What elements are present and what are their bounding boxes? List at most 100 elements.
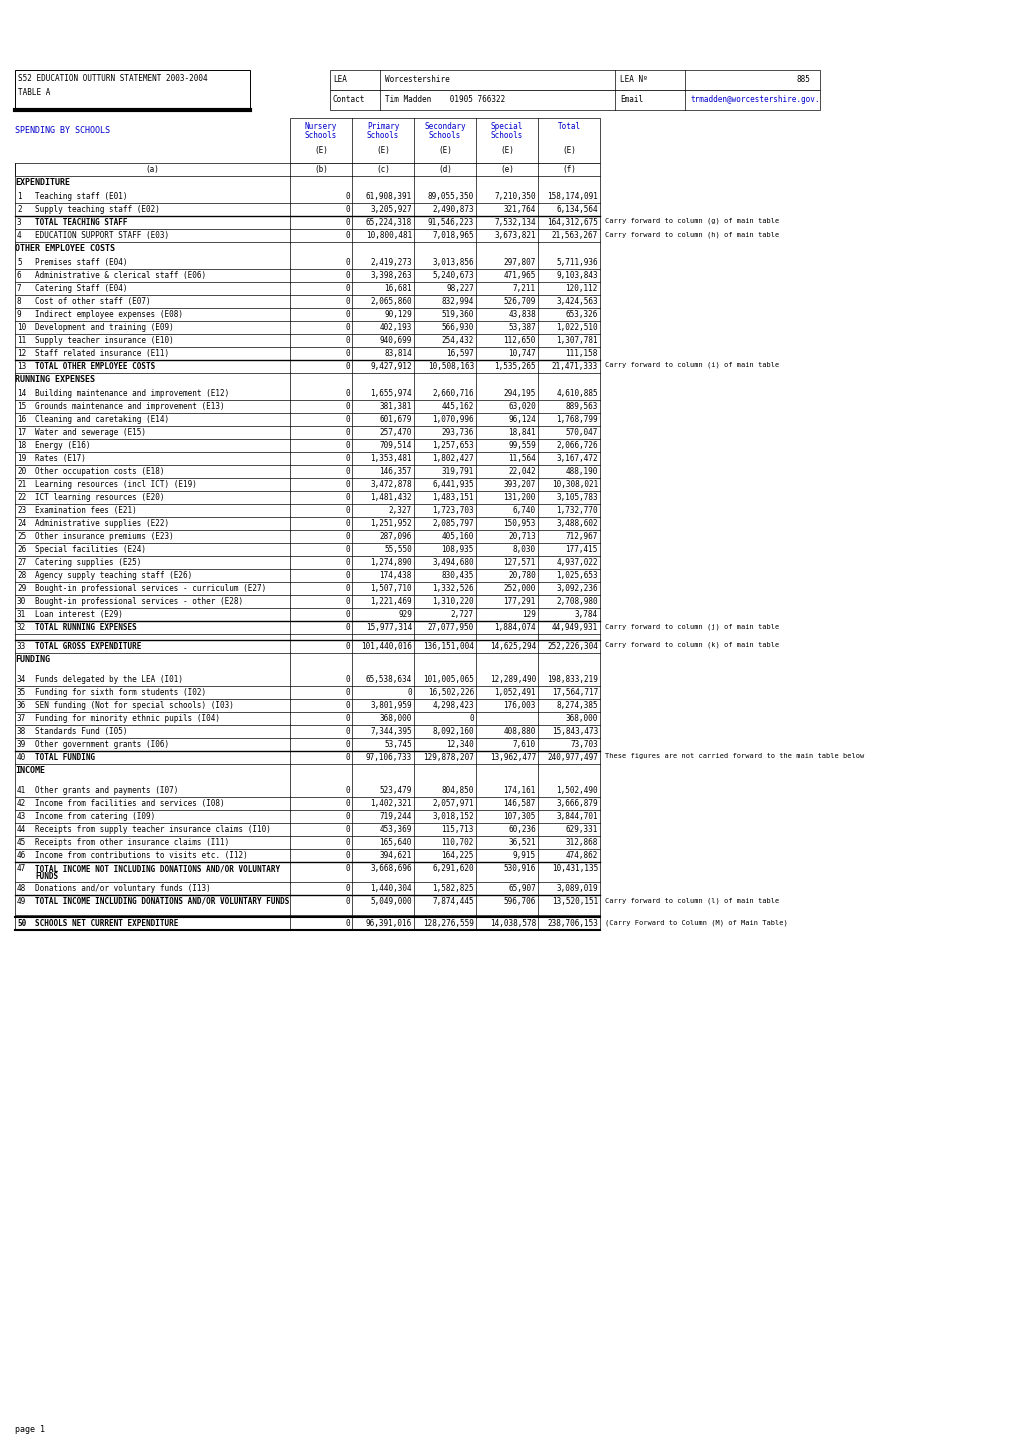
Text: 3,089,019: 3,089,019	[555, 885, 597, 893]
Text: 0: 0	[345, 727, 350, 736]
Text: 3,494,680: 3,494,680	[432, 558, 474, 567]
Text: 11: 11	[17, 336, 26, 345]
Text: 164,225: 164,225	[441, 851, 474, 860]
Text: 0: 0	[345, 205, 350, 214]
Text: (a): (a)	[145, 165, 159, 175]
Text: 150,953: 150,953	[503, 519, 535, 528]
Text: Income from facilities and services (I08): Income from facilities and services (I08…	[35, 799, 224, 808]
Text: 9,427,912: 9,427,912	[370, 362, 412, 371]
Text: 44,949,931: 44,949,931	[551, 623, 597, 632]
Text: 13,962,477: 13,962,477	[489, 753, 535, 762]
Text: 45: 45	[17, 838, 26, 847]
Text: Funding for minority ethnic pupils (I04): Funding for minority ethnic pupils (I04)	[35, 714, 220, 723]
Text: 1,802,427: 1,802,427	[432, 455, 474, 463]
Text: 146,357: 146,357	[379, 468, 412, 476]
Text: 55,550: 55,550	[384, 545, 412, 554]
Text: EDUCATION SUPPORT STAFF (E03): EDUCATION SUPPORT STAFF (E03)	[35, 231, 169, 240]
Text: 7,211: 7,211	[513, 284, 535, 293]
Text: 3,673,821: 3,673,821	[494, 231, 535, 240]
Text: 1,507,710: 1,507,710	[370, 584, 412, 593]
Text: 6,740: 6,740	[513, 506, 535, 515]
Text: 526,709: 526,709	[503, 297, 535, 306]
Text: 8,274,385: 8,274,385	[555, 701, 597, 710]
Text: 1,257,653: 1,257,653	[432, 442, 474, 450]
Text: Email: Email	[620, 95, 643, 104]
Text: 1,070,996: 1,070,996	[432, 416, 474, 424]
Text: 2,057,971: 2,057,971	[432, 799, 474, 808]
Text: 177,291: 177,291	[503, 597, 535, 606]
Text: 0: 0	[345, 192, 350, 201]
Text: 0: 0	[345, 455, 350, 463]
Text: 40: 40	[17, 753, 26, 762]
Text: 408,880: 408,880	[503, 727, 535, 736]
Text: 129,878,207: 129,878,207	[423, 753, 474, 762]
Text: 34: 34	[17, 675, 26, 684]
Text: 0: 0	[345, 403, 350, 411]
Text: 53,745: 53,745	[384, 740, 412, 749]
Text: Primary: Primary	[367, 123, 398, 131]
Text: 3,398,263: 3,398,263	[370, 271, 412, 280]
Text: 3: 3	[17, 218, 21, 227]
Text: 10,747: 10,747	[507, 349, 535, 358]
Text: 1,022,510: 1,022,510	[555, 323, 597, 332]
Text: 1,307,781: 1,307,781	[555, 336, 597, 345]
Text: Tim Madden    01905 766322: Tim Madden 01905 766322	[384, 95, 504, 104]
Text: 0: 0	[345, 468, 350, 476]
Text: 0: 0	[345, 271, 350, 280]
Text: 96,391,016: 96,391,016	[366, 919, 412, 928]
Text: 15,843,473: 15,843,473	[551, 727, 597, 736]
Text: (E): (E)	[376, 146, 389, 154]
Text: 65,538,634: 65,538,634	[366, 675, 412, 684]
Text: 530,916: 530,916	[503, 864, 535, 873]
Text: 929: 929	[397, 610, 412, 619]
Text: 0: 0	[345, 740, 350, 749]
Text: 16,597: 16,597	[446, 349, 474, 358]
Text: 89,055,350: 89,055,350	[427, 192, 474, 201]
Text: Other occupation costs (E18): Other occupation costs (E18)	[35, 468, 164, 476]
Text: 44: 44	[17, 825, 26, 834]
Text: ICT learning resources (E20): ICT learning resources (E20)	[35, 494, 164, 502]
Text: 14,038,578: 14,038,578	[489, 919, 535, 928]
Text: 519,360: 519,360	[441, 310, 474, 319]
Text: 8,092,160: 8,092,160	[432, 727, 474, 736]
Text: 61,908,391: 61,908,391	[366, 192, 412, 201]
Text: Receipts from other insurance claims (I11): Receipts from other insurance claims (I1…	[35, 838, 229, 847]
Text: (c): (c)	[376, 165, 389, 175]
Text: 0: 0	[345, 825, 350, 834]
Text: Other grants and payments (I07): Other grants and payments (I07)	[35, 786, 178, 795]
Text: (b): (b)	[314, 165, 328, 175]
Text: TOTAL TEACHING STAFF: TOTAL TEACHING STAFF	[35, 218, 127, 227]
Text: 0: 0	[345, 494, 350, 502]
Text: Administrative & clerical staff (E06): Administrative & clerical staff (E06)	[35, 271, 206, 280]
Text: 0: 0	[345, 258, 350, 267]
Text: 115,713: 115,713	[441, 825, 474, 834]
Text: 0: 0	[345, 297, 350, 306]
Text: Premises staff (E04): Premises staff (E04)	[35, 258, 127, 267]
Text: 1,353,481: 1,353,481	[370, 455, 412, 463]
Text: 5: 5	[17, 258, 21, 267]
Text: 1,535,265: 1,535,265	[494, 362, 535, 371]
Text: Teaching staff (E01): Teaching staff (E01)	[35, 192, 127, 201]
Text: Schools: Schools	[490, 131, 523, 140]
Text: 4: 4	[17, 231, 21, 240]
Text: (E): (E)	[561, 146, 576, 154]
Text: 6: 6	[17, 271, 21, 280]
Text: Schools: Schools	[305, 131, 337, 140]
Text: 1,481,432: 1,481,432	[370, 494, 412, 502]
Text: 43,838: 43,838	[507, 310, 535, 319]
Text: 165,640: 165,640	[379, 838, 412, 847]
Text: 252,000: 252,000	[503, 584, 535, 593]
Text: 131,200: 131,200	[503, 494, 535, 502]
Text: 20,713: 20,713	[507, 532, 535, 541]
Text: 3,784: 3,784	[575, 610, 597, 619]
Text: 3,801,959: 3,801,959	[370, 701, 412, 710]
Text: 101,005,065: 101,005,065	[423, 675, 474, 684]
Text: 17: 17	[17, 429, 26, 437]
Text: 127,571: 127,571	[503, 558, 535, 567]
Text: 0: 0	[345, 284, 350, 293]
Text: 474,862: 474,862	[566, 851, 597, 860]
Text: 120,112: 120,112	[566, 284, 597, 293]
Text: 2,419,273: 2,419,273	[370, 258, 412, 267]
Text: (d): (d)	[437, 165, 451, 175]
Text: 28: 28	[17, 571, 26, 580]
